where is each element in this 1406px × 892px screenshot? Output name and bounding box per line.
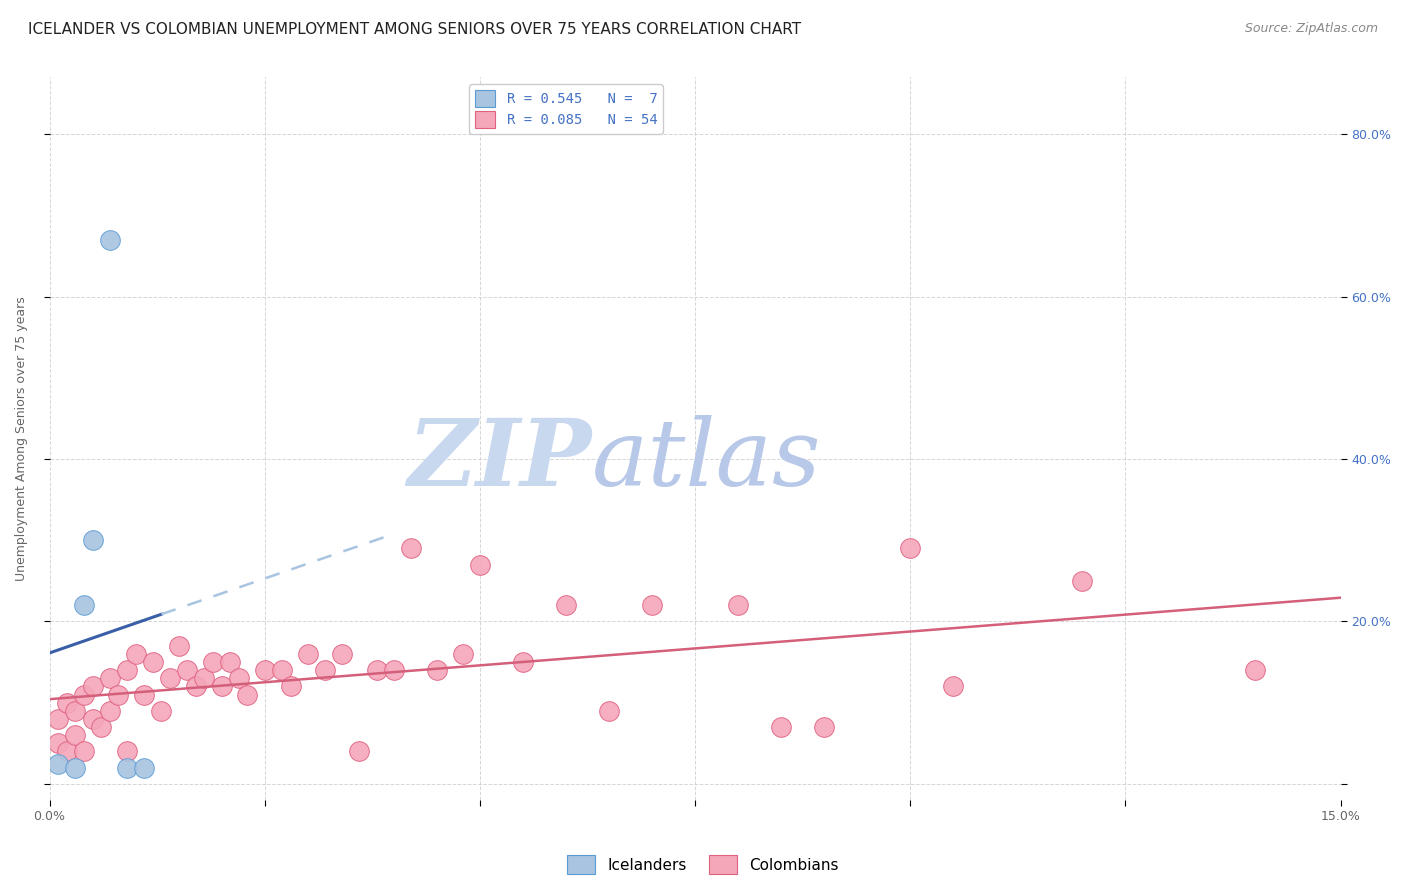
Point [598, 704, 620, 718]
Point [107, 688, 129, 702]
Y-axis label: Unemployment Among Seniors over 75 years: Unemployment Among Seniors over 75 years [15, 296, 28, 581]
Point [115, 761, 138, 775]
Point [82, 679, 104, 693]
Point [297, 647, 319, 661]
Point [124, 647, 146, 661]
Point [314, 663, 336, 677]
Point [399, 541, 422, 556]
Point [46, 736, 69, 750]
Point [942, 679, 965, 693]
Point [382, 663, 405, 677]
Point [115, 663, 138, 677]
Point [46, 756, 69, 771]
Point [73, 598, 96, 612]
Point [813, 720, 835, 734]
Point [1071, 574, 1094, 588]
Point [115, 744, 138, 758]
Point [280, 679, 302, 693]
Point [228, 671, 250, 685]
Point [98, 671, 121, 685]
Point [641, 598, 664, 612]
Point [65, 728, 87, 742]
Point [159, 671, 181, 685]
Point [90, 720, 112, 734]
Point [898, 541, 921, 556]
Point [65, 761, 87, 775]
Text: Source: ZipAtlas.com: Source: ZipAtlas.com [1244, 22, 1378, 36]
Point [253, 663, 276, 677]
Point [236, 688, 259, 702]
Point [176, 663, 198, 677]
Point [55, 744, 77, 758]
Text: atlas: atlas [592, 416, 821, 506]
Point [193, 671, 215, 685]
Point [770, 720, 793, 734]
Point [73, 744, 96, 758]
Point [134, 688, 156, 702]
Point [211, 679, 233, 693]
Point [349, 744, 371, 758]
Point [65, 704, 87, 718]
Point [271, 663, 294, 677]
Point [82, 533, 104, 548]
Legend: Icelanders, Colombians: Icelanders, Colombians [561, 849, 845, 880]
Text: ICELANDER VS COLOMBIAN UNEMPLOYMENT AMONG SENIORS OVER 75 YEARS CORRELATION CHAR: ICELANDER VS COLOMBIAN UNEMPLOYMENT AMON… [28, 22, 801, 37]
Point [512, 655, 534, 669]
Point [366, 663, 388, 677]
Point [142, 655, 165, 669]
Point [98, 233, 121, 247]
Point [555, 598, 578, 612]
Legend: R = 0.545   N =  7, R = 0.085   N = 54: R = 0.545 N = 7, R = 0.085 N = 54 [470, 85, 662, 134]
Point [330, 647, 353, 661]
Point [98, 704, 121, 718]
Point [55, 696, 77, 710]
Point [426, 663, 449, 677]
Point [184, 679, 207, 693]
Point [202, 655, 225, 669]
Point [167, 639, 190, 653]
Point [73, 688, 96, 702]
Point [451, 647, 474, 661]
Text: ZIP: ZIP [408, 416, 592, 506]
Point [468, 558, 491, 572]
Point [82, 712, 104, 726]
Point [150, 704, 173, 718]
Point [727, 598, 749, 612]
Point [46, 712, 69, 726]
Point [134, 761, 156, 775]
Point [219, 655, 242, 669]
Point [1243, 663, 1265, 677]
